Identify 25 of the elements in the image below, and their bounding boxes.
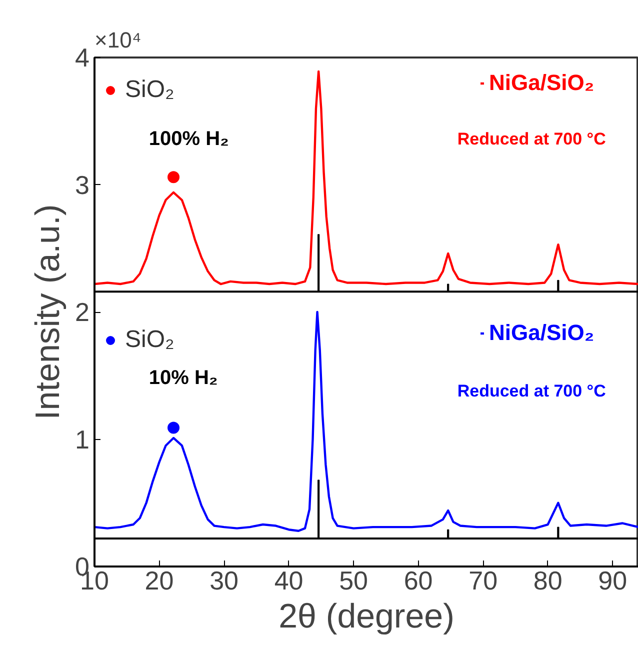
x-tick-label: 40 [274, 566, 304, 596]
y-tick-label: 4 [75, 42, 90, 72]
y-axis-title: Intensity (a.u.) [29, 204, 68, 420]
x-tick-label: 30 [210, 566, 238, 596]
x-tick-label: 90 [598, 566, 628, 596]
y-tick-label: 2 [75, 297, 90, 327]
annotation: 10% H₂ [148, 367, 218, 390]
annotation: 100% H₂ [148, 128, 229, 150]
x-tick-label: 60 [404, 566, 433, 596]
annotation: Reduced at 700 °C [457, 129, 606, 148]
y-tick-label: 3 [75, 170, 90, 200]
legend-label: NiGa/SiO₂ [489, 70, 594, 96]
x-tick-label: 80 [533, 566, 562, 596]
annotation: Reduced at 700 °C [457, 381, 606, 400]
x-tick-label: 70 [468, 566, 498, 596]
x-tick-label: 50 [339, 566, 368, 596]
x-tick-label: 20 [144, 566, 174, 596]
y-tick-label: 1 [75, 424, 90, 454]
line-series [94, 310, 638, 532]
line-series [94, 70, 638, 286]
legend-label: SiO₂ [125, 326, 174, 354]
legend-label: SiO₂ [125, 76, 174, 104]
legend-label: NiGa/SiO₂ [489, 320, 594, 346]
text: ×10⁴ [94, 28, 142, 52]
x-axis-title: 2θ (degree) [278, 598, 454, 636]
